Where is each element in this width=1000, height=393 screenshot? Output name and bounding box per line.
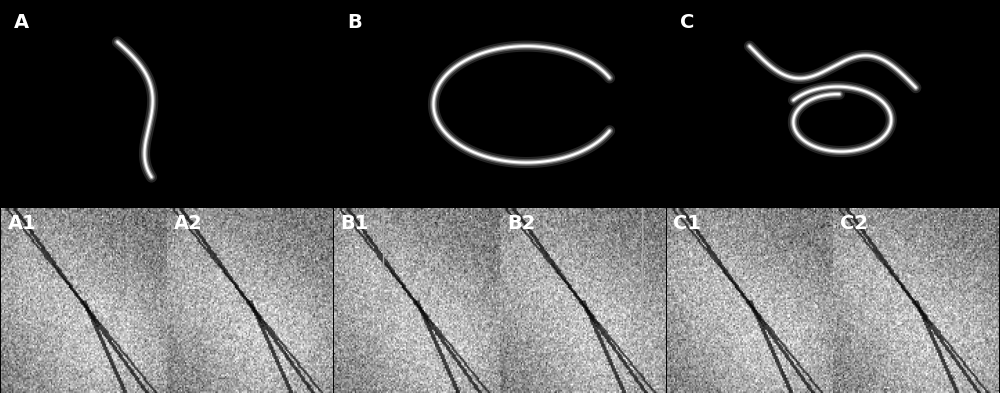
Text: A: A xyxy=(14,13,29,32)
Text: A1: A1 xyxy=(8,214,36,233)
Text: B: B xyxy=(347,13,362,32)
Text: B2: B2 xyxy=(507,214,535,233)
Text: B1: B1 xyxy=(340,214,369,233)
Text: C1: C1 xyxy=(673,214,701,233)
Text: C2: C2 xyxy=(840,214,868,233)
Text: C: C xyxy=(680,13,694,32)
Text: A2: A2 xyxy=(174,214,203,233)
